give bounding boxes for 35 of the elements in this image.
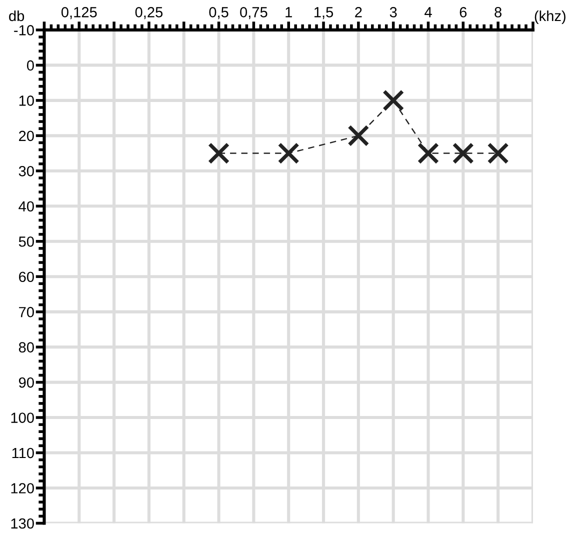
point bbox=[382, 90, 404, 112]
y-tick-label: 20 bbox=[19, 130, 34, 142]
y-tick-label: 10 bbox=[19, 96, 34, 106]
point bbox=[417, 142, 440, 164]
x-tick-label: 0,75 bbox=[240, 7, 268, 20]
y-tick-label: 40 bbox=[18, 201, 34, 212]
y-tick-label: 100 bbox=[11, 412, 34, 423]
point bbox=[452, 142, 474, 164]
x-tick-label: 1 bbox=[286, 7, 292, 18]
y-tick-label: 90 bbox=[18, 377, 34, 388]
y-tick-label: -10 bbox=[14, 25, 34, 36]
y-tick-label: 30 bbox=[18, 166, 34, 176]
y-tick-label: 110 bbox=[12, 448, 34, 458]
x-tick-label: 4 bbox=[424, 7, 432, 18]
y-tick-label: 120 bbox=[11, 483, 34, 494]
y-tick-label: 130 bbox=[11, 518, 34, 529]
x-tick-label: 0,125 bbox=[61, 7, 97, 20]
x-tick-label: 2 bbox=[355, 7, 362, 18]
y-axis-title: db bbox=[9, 10, 24, 22]
y-tick-label: 70 bbox=[19, 306, 34, 318]
x-tick-label: 8 bbox=[494, 7, 502, 18]
point bbox=[278, 142, 300, 164]
x-tick-label: 0,25 bbox=[135, 7, 163, 20]
point bbox=[487, 142, 509, 164]
x-axis-title: (khz) bbox=[534, 10, 566, 24]
point bbox=[208, 142, 230, 164]
y-tick-label: 50 bbox=[18, 236, 34, 247]
point bbox=[348, 124, 370, 146]
y-tick-label: 60 bbox=[19, 272, 34, 282]
x-tick-label: 6 bbox=[460, 7, 467, 18]
x-tick-label: 1,5 bbox=[314, 7, 334, 20]
y-tick-label: 80 bbox=[18, 342, 34, 352]
y-tick-label: 0 bbox=[26, 60, 34, 71]
x-tick-label: 3 bbox=[390, 7, 397, 18]
x-tick-label: 0,5 bbox=[209, 7, 228, 20]
